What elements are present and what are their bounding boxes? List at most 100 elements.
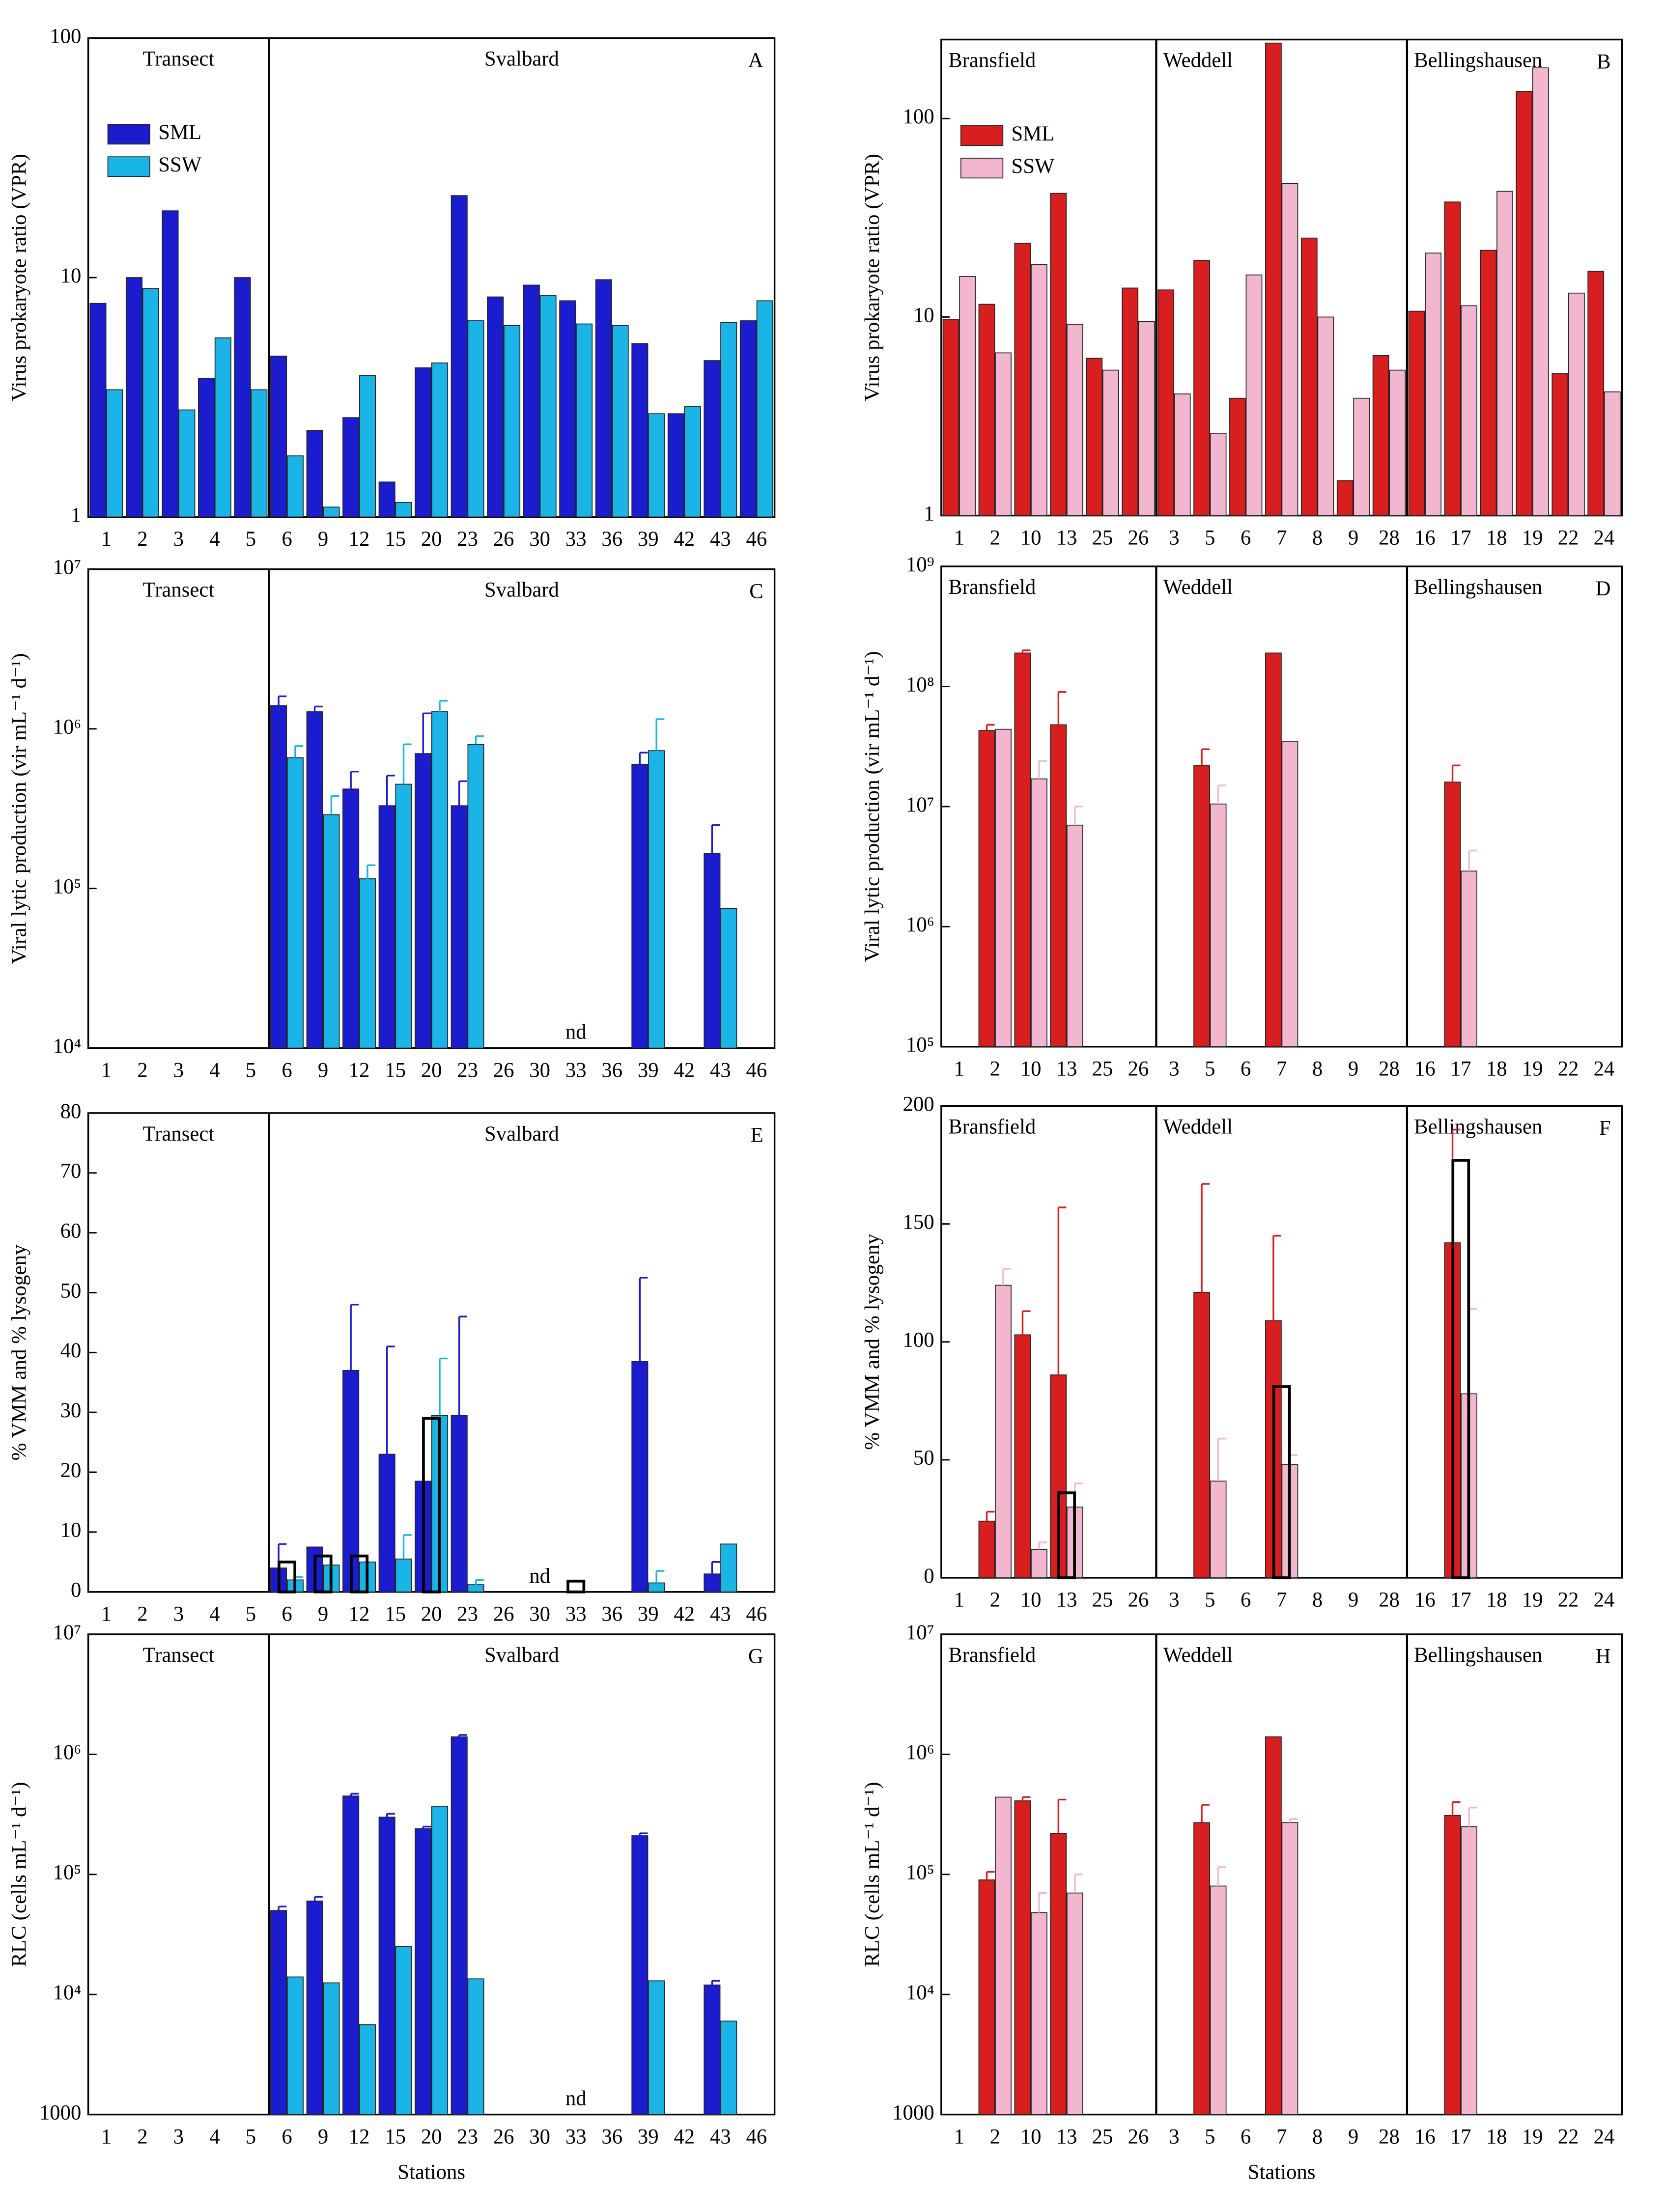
- x-tick-label: 13: [1056, 526, 1077, 549]
- error-bar: [1468, 1308, 1477, 1394]
- bar: [1444, 201, 1461, 516]
- x-tick-label: 10: [1020, 1589, 1042, 1612]
- panel-letter: G: [748, 1645, 763, 1668]
- section-label: Transect: [143, 579, 215, 602]
- x-tick-label: 42: [674, 1602, 695, 1625]
- error-bar: [1468, 1807, 1477, 1827]
- y-tick-label: 10⁶: [906, 1741, 934, 1764]
- section-label: Weddell: [1163, 576, 1233, 599]
- bar: [1193, 765, 1210, 1047]
- annotation: nd: [529, 1565, 550, 1588]
- lysogeny-box: [1057, 1491, 1076, 1579]
- section-label: Svalbard: [484, 1644, 559, 1667]
- error-bar: [1038, 1892, 1047, 1913]
- x-tick-label: 5: [246, 2125, 256, 2148]
- bar: [306, 1901, 323, 2115]
- bar: [451, 1415, 468, 1593]
- bar: [1568, 292, 1585, 516]
- bar: [1480, 250, 1497, 516]
- bar: [89, 303, 107, 518]
- error-bar: [1074, 806, 1083, 825]
- x-tick-label: 2: [990, 526, 1000, 549]
- y-tick-label: 10⁵: [53, 1861, 82, 1884]
- error-bar: [367, 864, 376, 879]
- x-tick-label: 25: [1092, 1057, 1113, 1080]
- x-tick-label: 3: [173, 1059, 184, 1082]
- y-tick-label: 10⁹: [906, 553, 934, 576]
- section-label: Transect: [143, 1644, 215, 1667]
- bar: [1031, 264, 1047, 516]
- x-tick-label: 20: [421, 1059, 442, 1082]
- bar: [1210, 1885, 1227, 2115]
- bar: [1066, 324, 1083, 516]
- x-tick-label: 24: [1594, 1589, 1615, 1612]
- x-tick-label: 24: [1594, 1057, 1615, 1080]
- y-tick-label: 10⁵: [906, 1033, 934, 1056]
- x-tick-label: 15: [385, 2125, 406, 2148]
- x-tick-label: 5: [1205, 2125, 1215, 2148]
- bar: [1210, 432, 1227, 516]
- panel-letter: F: [1599, 1117, 1611, 1140]
- y-tick-label: 80: [60, 1100, 82, 1123]
- x-tick-label: 30: [529, 528, 550, 551]
- y-tick-label: 10⁴: [906, 1981, 934, 2004]
- y-tick-label: 10⁶: [53, 715, 82, 738]
- panel-letter: A: [748, 49, 763, 72]
- error-bar: [639, 1277, 648, 1362]
- error-bar: [294, 1576, 304, 1580]
- x-tick-label: 5: [246, 1602, 256, 1625]
- x-tick-label: 10: [1020, 1057, 1042, 1080]
- bar: [1516, 91, 1533, 516]
- x-tick-label: 30: [529, 2125, 550, 2148]
- x-tick-label: 4: [209, 1059, 220, 1082]
- bar: [995, 728, 1012, 1047]
- section-label: Bellingshausen: [1414, 576, 1542, 599]
- error-bar: [1021, 1796, 1031, 1801]
- error-bar: [475, 735, 484, 745]
- x-tick-label: 19: [1522, 1057, 1543, 1080]
- bar: [648, 1582, 665, 1593]
- x-tick-label: 25: [1092, 526, 1113, 549]
- x-tick-label: 7: [1276, 2125, 1287, 2148]
- bar: [467, 1978, 484, 2115]
- error-bar: [1057, 1798, 1067, 1834]
- x-tick-label: 22: [1558, 526, 1579, 549]
- x-tick-label: 1: [954, 1589, 964, 1612]
- error-bar: [439, 700, 448, 712]
- y-tick-label: 0: [924, 1565, 934, 1588]
- x-tick-label: 24: [1594, 2125, 1615, 2148]
- error-bar: [1217, 1866, 1226, 1886]
- x-tick-label: 39: [638, 2125, 659, 2148]
- error-bar: [386, 775, 395, 806]
- bar: [1265, 42, 1282, 516]
- x-tick-label: 3: [1169, 1589, 1179, 1612]
- y-tick-label: 10⁶: [906, 913, 934, 936]
- bar: [978, 304, 995, 516]
- x-tick-label: 9: [1348, 526, 1358, 549]
- bar: [995, 1285, 1012, 1578]
- error-bar: [639, 1832, 648, 1836]
- section-label: Svalbard: [484, 579, 559, 602]
- x-tick-label: 3: [173, 528, 184, 551]
- x-tick-label: 22: [1558, 1057, 1579, 1080]
- y-tick-label: 100: [903, 105, 934, 128]
- bar: [270, 705, 287, 1049]
- x-tick-label: 12: [349, 1602, 370, 1625]
- bar: [720, 908, 737, 1049]
- x-tick-label: 20: [421, 528, 442, 551]
- bar: [648, 750, 665, 1049]
- x-tick-label: 18: [1486, 526, 1507, 549]
- lysogeny-box: [313, 1554, 333, 1594]
- error-bar: [711, 1980, 720, 1985]
- error-bar: [1201, 1804, 1210, 1823]
- legend-label: SSW: [1011, 155, 1054, 178]
- x-tick-label: 28: [1379, 1589, 1400, 1612]
- bar: [1281, 741, 1298, 1047]
- y-tick-label: 1: [71, 504, 81, 527]
- error-bar: [294, 745, 304, 758]
- x-tick-label: 33: [565, 1602, 587, 1625]
- section-label: Svalbard: [484, 47, 559, 70]
- x-tick-label: 9: [318, 1059, 328, 1082]
- bar: [395, 502, 412, 518]
- lysogeny-box: [1451, 1159, 1470, 1579]
